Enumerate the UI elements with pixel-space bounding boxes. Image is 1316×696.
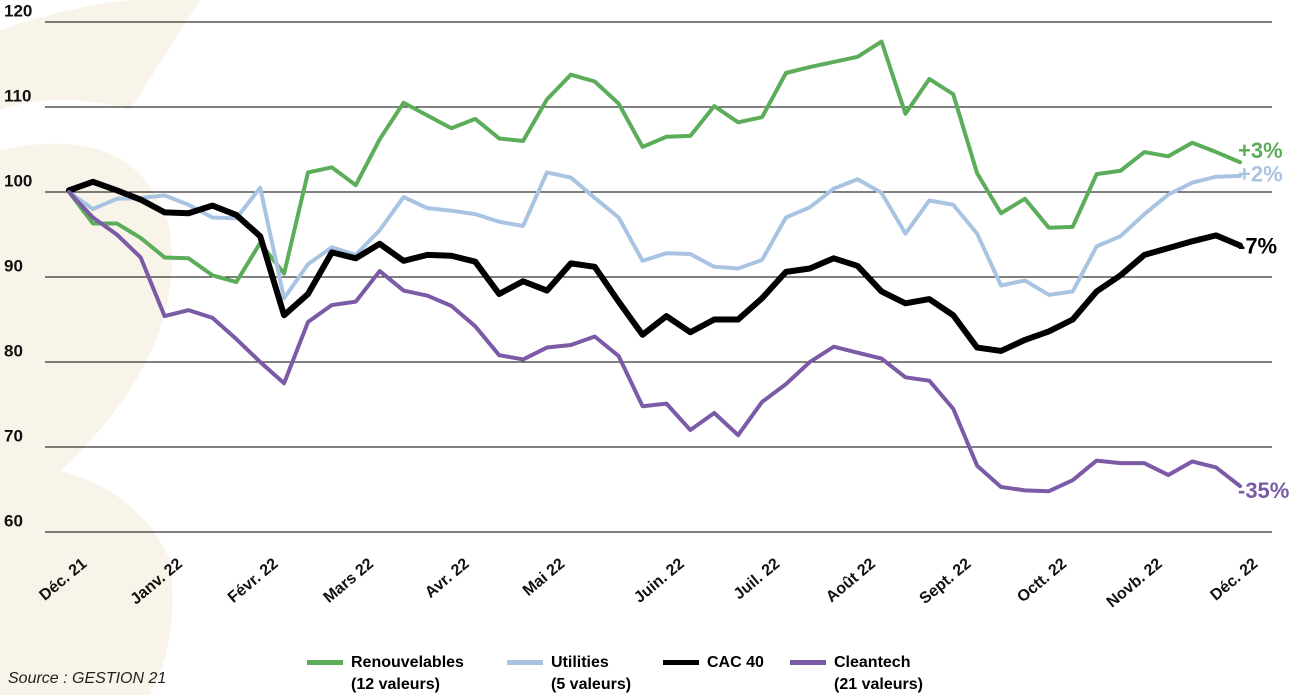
end-label: -35% — [1238, 478, 1289, 503]
page: {"chart_data": {"type": "line", "categor… — [0, 0, 1316, 695]
source: Source : GESTION 21 — [8, 670, 166, 688]
legend-label: Utilities (5 valeurs) — [551, 652, 631, 696]
legend-label: Cleantech (21 valeurs) — [834, 652, 923, 696]
y-tick-label: 120 — [4, 1, 32, 20]
legend-swatch — [663, 660, 699, 665]
x-tick-label: Mai 22 — [520, 555, 568, 600]
y-tick-label: 60 — [4, 511, 23, 530]
end-label: +3% — [1238, 138, 1283, 163]
y-tick-label: 70 — [4, 426, 23, 445]
x-tick-label: Sept. 22 — [917, 555, 975, 608]
x-tick-label: Déc. 22 — [1207, 555, 1261, 604]
legend-item: CAC 40 — [663, 652, 764, 674]
series-line — [69, 172, 1240, 298]
legend-item: Utilities (5 valeurs) — [507, 652, 631, 696]
x-tick-label: Mars 22 — [320, 555, 377, 606]
legend-swatch — [790, 660, 826, 665]
y-tick-label: 80 — [4, 341, 23, 360]
plot-area: +3%+2% -7% -35% — [69, 42, 1289, 503]
x-tick-label: Avr. 22 — [422, 555, 473, 601]
x-tick-label: Févr. 22 — [225, 555, 282, 606]
legend-item: Cleantech (21 valeurs) — [790, 652, 923, 696]
legend-swatch — [307, 660, 343, 665]
series-line — [69, 192, 1240, 491]
legend-swatch — [507, 660, 543, 665]
end-label: +2% — [1238, 162, 1283, 187]
y-tick-label: 100 — [4, 171, 32, 190]
x-tick-label: Octt. 22 — [1014, 555, 1070, 606]
x-tick-label: Août 22 — [823, 555, 879, 606]
legend-item: Renouvelables (12 valeurs) — [307, 652, 464, 696]
chart: 60708090100110120Déc. 21Janv. 22Févr. 22… — [0, 0, 1316, 695]
legend-label: Renouvelables (12 valeurs) — [351, 652, 464, 696]
end-label: -7% — [1238, 233, 1277, 258]
y-tick-label: 90 — [4, 256, 23, 275]
x-tick-label: Juin. 22 — [631, 555, 688, 606]
series-line — [69, 42, 1240, 283]
legend-label: CAC 40 — [707, 652, 764, 674]
x-tick-label: Novb. 22 — [1104, 555, 1166, 611]
y-tick-label: 110 — [4, 86, 31, 105]
x-tick-label: Juil. 22 — [731, 555, 784, 603]
